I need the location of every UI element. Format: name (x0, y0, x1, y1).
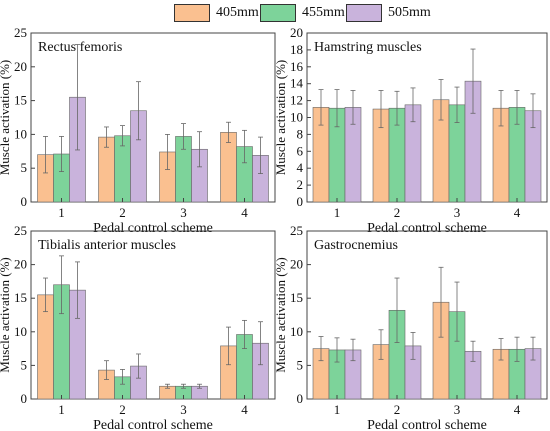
x-tick-label: 3 (454, 205, 461, 220)
panel-title: Tibialis anterior muscles (38, 238, 176, 253)
y-tick-label: 0 (21, 194, 28, 209)
y-tick-label: 5 (21, 357, 28, 372)
y-tick-label: 20 (290, 25, 303, 40)
chart-panel-4: 0 5 10 15 20 25 1 2 3 4 Gastrocnemius Pedal control… (273, 223, 548, 431)
legend-swatch-455mm (260, 4, 296, 22)
plot-frame (30, 32, 276, 203)
y-tick-label: 0 (297, 194, 304, 209)
x-tick-label: 2 (119, 402, 126, 417)
legend-item-505mm: 505mm (346, 3, 431, 23)
y-tick-label: 25 (14, 223, 27, 238)
legend-label-505mm: 505mm (388, 5, 431, 20)
chart-panel-1: 0 5 10 15 20 25 1 2 3 4 Rectus femoris Pedal contro… (0, 25, 276, 236)
y-tick-label: 0 (297, 391, 304, 406)
x-tick-label: 4 (514, 205, 521, 220)
panel-title: Rectus femoris (38, 40, 122, 55)
y-tick-label: 14 (290, 76, 304, 91)
y-tick-label: 15 (290, 290, 303, 305)
chart-panel-3: 0 5 10 15 20 25 1 2 3 4 Tibialis anterior muscles P… (0, 223, 276, 431)
x-tick-label: 3 (180, 402, 187, 417)
y-tick-label: 12 (290, 93, 303, 108)
x-tick-label: 1 (334, 402, 341, 417)
x-tick-label: 2 (119, 205, 126, 220)
y-tick-label: 2 (297, 177, 304, 192)
y-axis-label: Muscle activation (%) (0, 257, 12, 373)
x-tick-label: 4 (514, 402, 521, 417)
y-tick-label: 6 (297, 143, 304, 158)
y-tick-label: 25 (290, 223, 303, 238)
x-axis-label: Pedal control scheme (367, 418, 487, 431)
x-tick-label: 1 (58, 402, 65, 417)
y-tick-label: 20 (14, 257, 27, 272)
legend-item-405mm: 405mm (174, 3, 259, 23)
x-axis-label: Pedal control scheme (93, 418, 213, 431)
legend-item-455mm: 455mm (260, 3, 345, 23)
y-tick-label: 10 (290, 324, 303, 339)
y-tick-label: 5 (21, 160, 28, 175)
chart-legend: 405mm 455mm 505mm (0, 0, 550, 30)
y-tick-label: 16 (290, 59, 304, 74)
y-axis-label: Muscle activation (%) (273, 60, 288, 176)
y-tick-label: 15 (14, 93, 27, 108)
y-tick-label: 10 (290, 110, 303, 125)
legend-swatch-505mm (346, 4, 382, 22)
x-tick-label: 2 (394, 402, 401, 417)
x-tick-label: 4 (241, 205, 248, 220)
x-tick-label: 1 (58, 205, 65, 220)
x-axis-label: Pedal control scheme (367, 221, 487, 236)
y-axis-label: Muscle activation (%) (0, 60, 12, 176)
x-tick-label: 4 (241, 402, 248, 417)
panel-title: Gastrocnemius (314, 238, 398, 253)
y-tick-label: 10 (14, 126, 27, 141)
legend-label-455mm: 455mm (302, 5, 345, 20)
x-tick-label: 2 (394, 205, 401, 220)
y-tick-label: 15 (14, 290, 27, 305)
plot-frame (30, 230, 276, 400)
y-tick-label: 20 (290, 257, 303, 272)
y-tick-label: 20 (14, 59, 27, 74)
x-tick-label: 3 (454, 402, 461, 417)
y-tick-label: 8 (297, 126, 304, 141)
x-axis-label: Pedal control scheme (93, 221, 213, 236)
y-axis-label: Muscle activation (%) (273, 257, 288, 373)
plot-frame (306, 230, 548, 400)
y-tick-label: 5 (297, 357, 304, 372)
legend-label-405mm: 405mm (216, 5, 259, 20)
y-tick-label: 25 (14, 25, 27, 40)
legend-swatch-405mm (174, 4, 210, 22)
x-tick-label: 1 (334, 205, 341, 220)
y-tick-label: 4 (297, 160, 304, 175)
y-tick-label: 18 (290, 42, 303, 57)
y-tick-label: 0 (21, 391, 28, 406)
x-tick-label: 3 (180, 205, 187, 220)
panel-title: Hamstring muscles (314, 40, 422, 55)
y-tick-label: 10 (14, 324, 27, 339)
